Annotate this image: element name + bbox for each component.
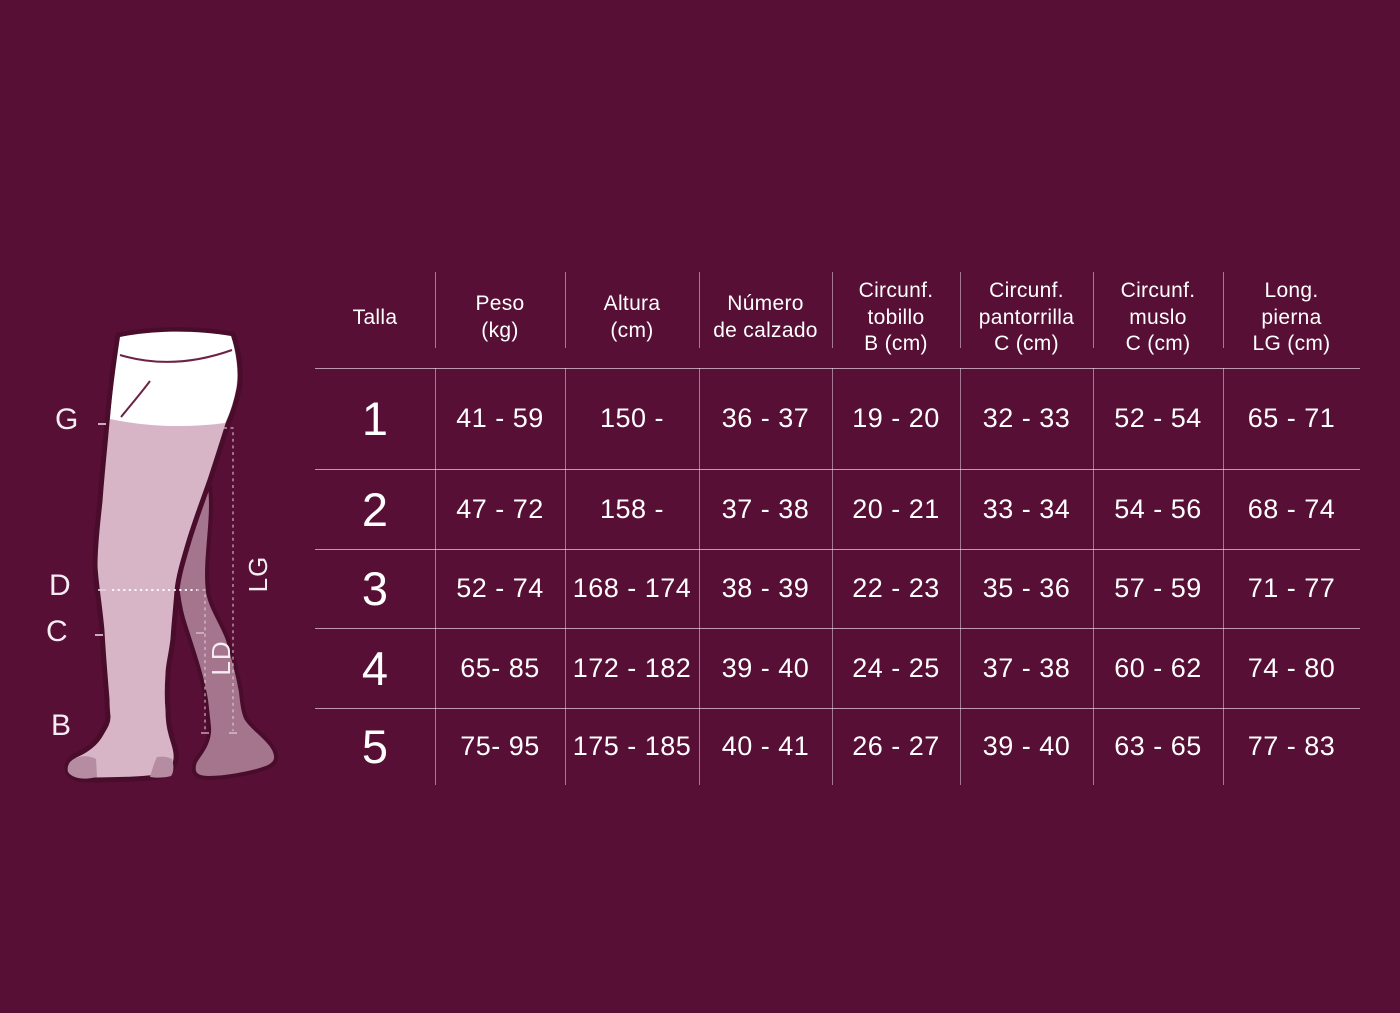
size-number: 5 — [361, 720, 389, 773]
size-table-cell: 52 - 74 — [456, 573, 544, 603]
column-separator — [1223, 368, 1224, 785]
size-table-cell: 168 - 174 — [572, 573, 692, 603]
size-table-cell: 41 - 59 — [456, 403, 544, 433]
size-table-cell: 172 - 182 — [572, 652, 692, 683]
header-pierna: Long. pierna LG (cm) — [1252, 278, 1331, 356]
size-table-cell: 63 - 65 — [1114, 731, 1202, 761]
point-label-g: G — [55, 403, 79, 436]
measurement-marks — [95, 423, 237, 734]
heel-patch — [150, 756, 174, 778]
header-underline — [315, 368, 1360, 369]
size-table-cell: 77 - 83 — [1247, 731, 1336, 761]
point-label-b: B — [51, 709, 72, 742]
size-table-cell: 39 - 40 — [982, 731, 1071, 761]
size-table-cell: 47 - 72 — [456, 493, 544, 524]
header-calzado: Número de calzado — [713, 292, 818, 342]
size-table-cell: 65- 85 — [460, 652, 540, 683]
point-label-c: C — [46, 615, 69, 648]
size-table-cell: 32 - 33 — [982, 403, 1071, 433]
size-table-cell: 19 - 20 — [852, 403, 940, 433]
size-number: 3 — [361, 562, 389, 615]
ld-measure-line — [196, 589, 206, 731]
size-table-cell: 39 - 40 — [721, 652, 810, 683]
column-separator — [832, 272, 833, 348]
leg-measurement-diagram: G D C B LG LD — [40, 315, 320, 800]
column-separator — [699, 272, 700, 348]
header-tobillo: Circunf. tobillo B (cm) — [858, 278, 934, 356]
size-table-cell: 24 - 25 — [852, 652, 940, 683]
column-separator — [699, 368, 700, 785]
size-table-cell: 57 - 59 — [1114, 573, 1202, 603]
row-separator — [315, 708, 1360, 709]
size-table-cell: 68 - 74 — [1247, 493, 1336, 524]
size-table: Talla Peso (kg) Altura (cm) Número de ca… — [315, 268, 1360, 785]
column-separator — [1093, 272, 1094, 348]
length-label-ld: LD — [206, 640, 236, 676]
size-table-cell: 20 - 21 — [852, 493, 940, 524]
size-table-cell: 22 - 23 — [852, 573, 940, 603]
size-table-cell: 65 - 71 — [1247, 403, 1336, 433]
point-label-d: D — [49, 569, 72, 602]
size-table-cell: 33 - 34 — [982, 493, 1071, 524]
toe-cap — [67, 756, 97, 779]
size-table-cell: 36 - 37 — [721, 403, 810, 433]
size-table-cell: 54 - 56 — [1114, 493, 1202, 524]
column-separator — [565, 368, 566, 785]
size-table-cell: 158 - — [599, 493, 665, 524]
size-table-cell: 26 - 27 — [852, 731, 940, 761]
row-separator — [315, 549, 1360, 550]
back-leg-shape — [174, 477, 279, 780]
size-table-cell: 40 - 41 — [721, 731, 810, 761]
header-altura: Altura (cm) — [603, 292, 661, 342]
size-table-cell: 60 - 62 — [1114, 652, 1202, 683]
header-talla: Talla — [352, 305, 398, 329]
column-separator — [435, 368, 436, 785]
column-separator — [565, 272, 566, 348]
size-number: 1 — [361, 392, 389, 445]
legs-illustration — [64, 327, 279, 783]
size-table-grid: Talla Peso (kg) Altura (cm) Número de ca… — [315, 268, 1360, 785]
header-muslo: Circunf. muslo C (cm) — [1120, 278, 1196, 356]
length-label-lg: LG — [243, 555, 273, 593]
column-separator — [832, 368, 833, 785]
size-table-cell: 52 - 54 — [1114, 403, 1202, 433]
size-number: 4 — [361, 641, 389, 695]
size-table-cell: 150 - — [599, 403, 665, 433]
size-table-cell: 75- 95 — [460, 731, 540, 761]
size-table-cell: 38 - 39 — [721, 573, 810, 603]
row-separator — [315, 469, 1360, 470]
size-table-cell: 71 - 77 — [1247, 573, 1336, 603]
column-separator — [960, 368, 961, 785]
column-separator — [1093, 368, 1094, 785]
lg-measure-line — [224, 427, 234, 731]
size-table-cell: 37 - 38 — [982, 652, 1071, 683]
size-table-cell: 175 - 185 — [572, 731, 692, 761]
column-separator — [435, 272, 436, 348]
size-table-cell: 35 - 36 — [982, 573, 1071, 603]
waistband-seam — [119, 349, 233, 363]
row-separator — [315, 628, 1360, 629]
shorts-shape — [110, 331, 238, 427]
header-pantorrilla: Circunf. pantorrilla C (cm) — [978, 278, 1075, 356]
size-table-cell: 74 - 80 — [1247, 652, 1336, 683]
hip-seam — [120, 380, 151, 418]
size-table-cell: 37 - 38 — [721, 493, 810, 524]
header-peso: Peso (kg) — [475, 292, 525, 342]
column-separator — [1223, 272, 1224, 348]
size-number: 2 — [361, 482, 389, 536]
column-separator — [960, 272, 961, 348]
